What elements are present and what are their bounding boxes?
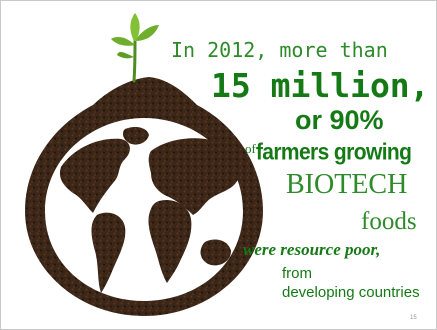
- seedling-leaf-top: [130, 13, 140, 41]
- farmers-growing-text: farmers growing: [255, 139, 412, 166]
- of-word: of: [245, 141, 256, 156]
- headline-line-1: In 2012, more than: [171, 38, 388, 62]
- seedling-leaf-left: [111, 37, 135, 46]
- developing-countries-text: developing countries: [282, 284, 420, 301]
- continent-australia: [200, 239, 231, 266]
- headline-line-3: or 90%: [295, 105, 384, 135]
- from-text: from: [282, 265, 312, 282]
- page-number: 15: [410, 315, 417, 321]
- continent-south-america: [91, 212, 126, 293]
- foods-text: foods: [361, 208, 417, 235]
- resource-poor-text: were resource poor,: [243, 240, 381, 259]
- continent-europe-asia: [148, 138, 240, 215]
- seedling-leaf-right: [135, 25, 159, 41]
- seedling-stem: [132, 39, 137, 83]
- headline-line-2: 15 million,: [211, 66, 430, 105]
- soil-ring: [25, 77, 263, 316]
- seedling-leaf-low: [117, 51, 134, 59]
- continent-greenland: [122, 127, 149, 145]
- continent-north-america: [59, 138, 130, 213]
- headline-line-4: offarmers growing: [245, 139, 412, 166]
- biotech-text: BIOTECH: [286, 169, 408, 200]
- continent-africa: [148, 199, 192, 283]
